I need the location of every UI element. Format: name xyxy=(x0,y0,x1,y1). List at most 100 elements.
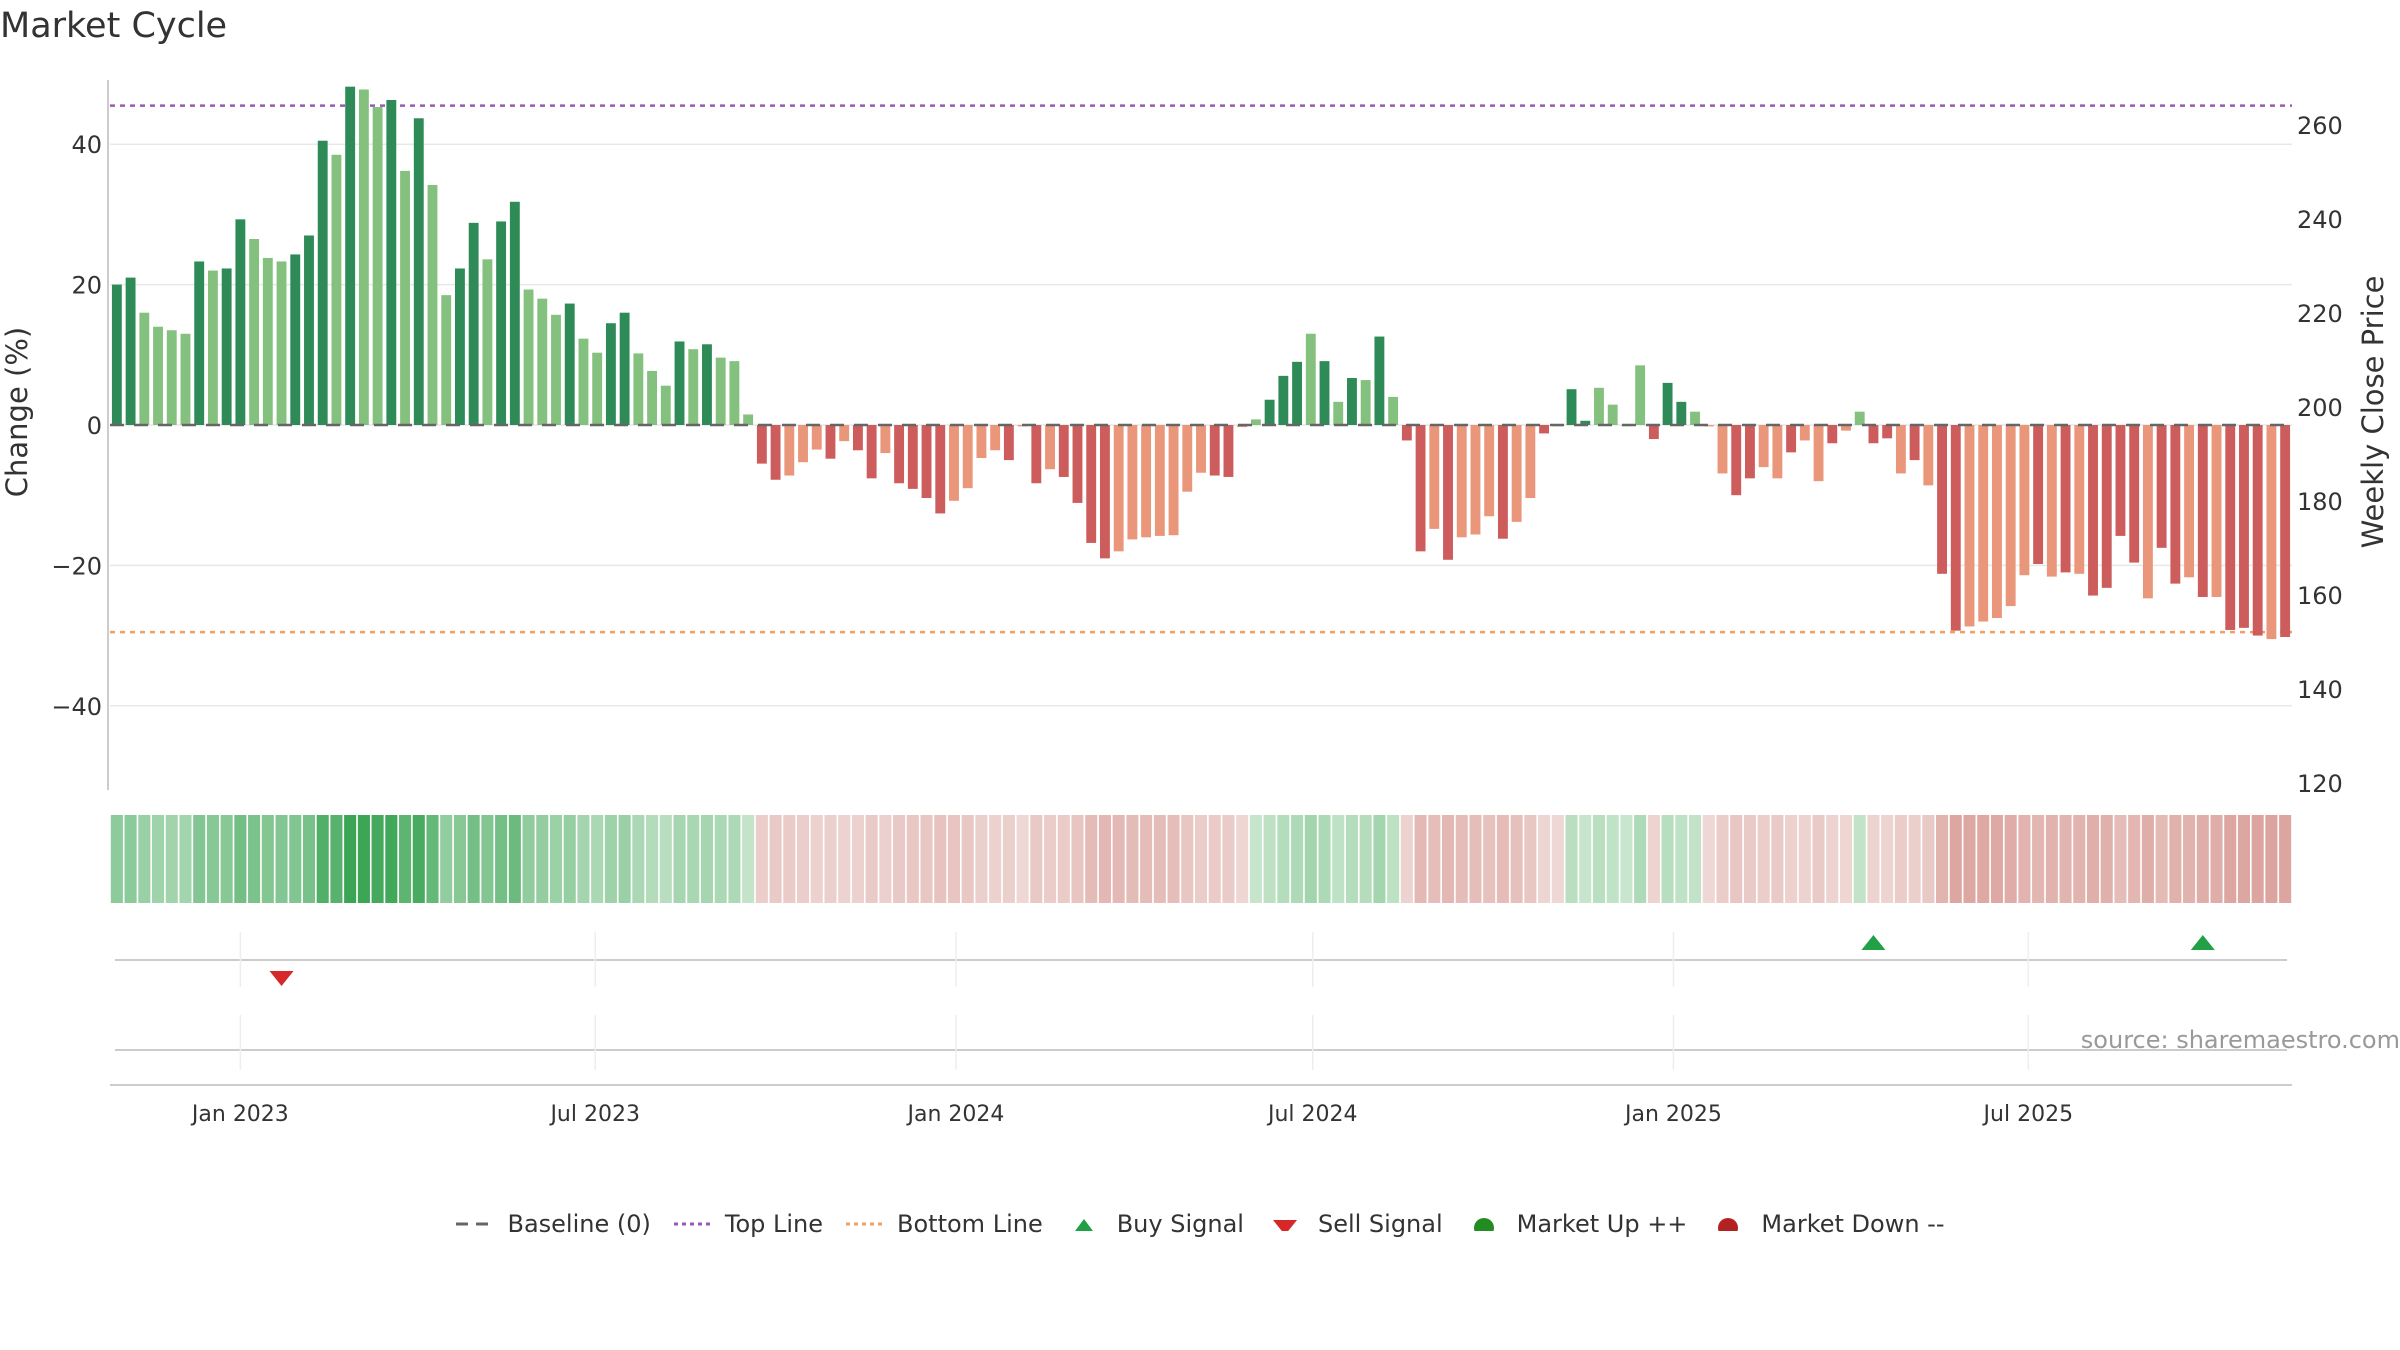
change-bar xyxy=(2005,425,2016,607)
heat-strip-cell xyxy=(1771,815,1784,903)
legend-sell-signal[interactable]: Sell Signal xyxy=(1266,1210,1443,1238)
change-bar xyxy=(180,333,191,425)
heat-strip-cell xyxy=(2032,815,2045,903)
change-bar xyxy=(1580,420,1591,425)
heat-strip-cell xyxy=(2279,815,2292,903)
heat-strip-cell xyxy=(1538,815,1551,903)
heat-strip-cell xyxy=(151,815,165,903)
heat-strip-cell xyxy=(2059,815,2072,903)
buy-signal-marker xyxy=(1861,935,1886,950)
change-bar xyxy=(1978,425,1989,622)
change-bar xyxy=(990,425,1001,451)
x-axis: Jan 2023 Jul 2023 Jan 2024 Jul 2024 Jan 2025… xyxy=(190,1102,2073,1127)
change-bar xyxy=(482,259,493,425)
heat-strip-cell xyxy=(1222,815,1235,903)
x-tick-label: Jul 2023 xyxy=(548,1102,640,1127)
change-bar xyxy=(2129,425,2140,563)
heat-strip-cell xyxy=(920,815,933,903)
heat-strip-cell xyxy=(1812,815,1825,903)
heat-strip-cell xyxy=(1853,815,1866,903)
change-bar xyxy=(1731,425,1742,496)
heat-strip-cell xyxy=(838,815,851,903)
heat-strip-cell xyxy=(2114,815,2127,903)
legend-bottom-line[interactable]: Bottom Line xyxy=(845,1210,1043,1238)
heat-strip-cell xyxy=(865,815,878,903)
change-bar xyxy=(345,86,356,425)
change-bar xyxy=(1003,425,1014,461)
change-bar xyxy=(1992,425,2002,619)
change-bar xyxy=(2252,425,2263,636)
change-bar xyxy=(1154,425,1165,536)
legend-market-down[interactable]: Market Down -- xyxy=(1709,1210,1945,1238)
heat-strip-cell xyxy=(1291,815,1304,903)
heat-strip-cell xyxy=(1085,815,1098,903)
legend-baseline[interactable]: Baseline (0) xyxy=(455,1210,651,1238)
change-bar xyxy=(1401,425,1412,441)
change-bar xyxy=(2033,425,2044,564)
heat-strip-cell xyxy=(1181,815,1194,903)
buy-signal-marker xyxy=(2190,935,2215,950)
triangle-up-icon xyxy=(1074,1219,1093,1231)
sell-signal-marker xyxy=(269,971,294,986)
heat-strip-cell xyxy=(2210,815,2223,903)
change-bar xyxy=(1086,425,1097,543)
heat-strip-cell xyxy=(1345,815,1358,903)
legend-market-up[interactable]: Market Up ++ xyxy=(1465,1210,1687,1238)
heat-strip-cell xyxy=(714,815,727,903)
change-bar xyxy=(578,338,589,425)
legend-top-line[interactable]: Top Line xyxy=(673,1210,823,1238)
change-bar xyxy=(592,352,603,425)
heat-strip-cell xyxy=(1140,815,1153,903)
change-bar xyxy=(139,312,150,425)
change-bar xyxy=(1058,425,1069,477)
change-bar xyxy=(400,170,410,425)
change-bar xyxy=(1648,425,1659,440)
change-bar xyxy=(1099,425,1110,559)
heat-strip-cell xyxy=(1441,815,1455,903)
heat-strip-cell xyxy=(522,815,535,903)
heat-strip-cell xyxy=(2196,815,2209,903)
change-bar xyxy=(317,140,328,425)
change-bar xyxy=(1429,425,1440,529)
y-tick-left-label: −40 xyxy=(51,693,102,721)
heat-strip-cell xyxy=(165,815,178,903)
change-bar xyxy=(880,425,891,454)
heat-strip-cell xyxy=(110,815,123,903)
change-bar xyxy=(2225,425,2236,630)
legend: Baseline (0) Top Line Bottom Line Buy Si… xyxy=(0,1210,2400,1238)
legend-label-top-line: Top Line xyxy=(724,1210,824,1238)
change-bar xyxy=(1937,425,1947,574)
heat-strip-cell xyxy=(1318,815,1331,903)
change-bar xyxy=(2101,425,2112,588)
change-bar xyxy=(1484,425,1495,517)
change-bar xyxy=(1045,425,1055,470)
change-bar xyxy=(509,201,520,425)
change-bar xyxy=(1525,425,1536,498)
legend-buy-signal[interactable]: Buy Signal xyxy=(1065,1210,1244,1238)
heat-strip-cell xyxy=(193,815,206,903)
change-bar xyxy=(674,341,685,425)
change-bar xyxy=(1072,425,1083,503)
change-bar xyxy=(1497,425,1508,539)
heat-strip-cell xyxy=(508,815,521,903)
heat-strip-cell xyxy=(2224,815,2237,903)
heat-strip-cell xyxy=(1826,815,1839,903)
heat-strip-cell xyxy=(1620,815,1633,903)
triangle-down-icon xyxy=(1272,1220,1297,1231)
change-bar xyxy=(1141,425,1152,538)
heat-strip-cell xyxy=(234,815,247,903)
heat-strip-cell xyxy=(1839,815,1853,903)
change-bar xyxy=(221,268,232,425)
change-bar xyxy=(2266,425,2277,640)
heat-strip-cell xyxy=(824,815,837,903)
change-bar xyxy=(647,370,658,425)
heat-strip-cell xyxy=(2237,815,2251,903)
change-bar xyxy=(276,261,287,425)
change-bar xyxy=(1113,425,1124,552)
heat-strip-cell xyxy=(659,815,672,903)
change-bar xyxy=(441,295,452,425)
circle-red-icon xyxy=(1718,1218,1739,1231)
heat-strip-cell xyxy=(1990,815,2003,903)
change-bar xyxy=(1566,389,1577,425)
change-bar xyxy=(413,118,424,425)
